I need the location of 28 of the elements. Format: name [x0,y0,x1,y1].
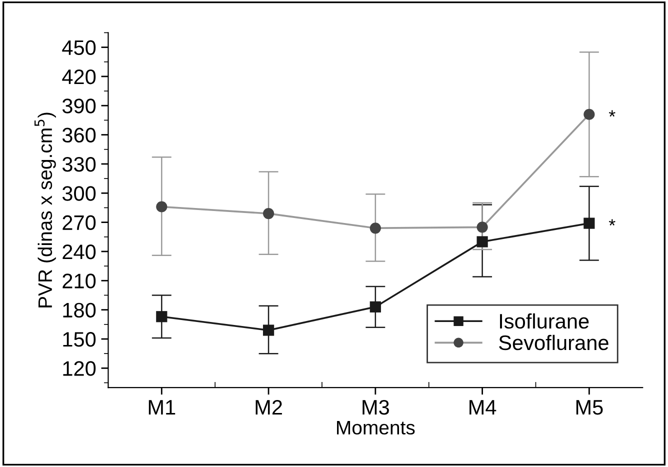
y-tick-label: 420 [62,69,96,84]
y-tick-label: 360 [62,128,96,143]
y-tick-label: 210 [62,274,96,288]
annotation: * [608,219,616,226]
y-tick-label: 390 [62,98,96,114]
y-tick-label: 300 [62,186,96,201]
point [370,301,381,312]
legend-label: Sevoflurane [499,334,608,350]
y-axis-title: PVR (dinas x seg.cm$^{5}$) [34,112,56,308]
y-tick-label: 240 [62,244,96,260]
y-tick-label: 330 [62,156,96,172]
point [476,236,488,248]
y-tick-label: 120 [63,361,96,376]
x-tick-label: M2 [256,400,282,415]
x-tick-label: M4 [470,400,496,415]
y-tick-label: 180 [63,302,96,318]
x-tick-label: M1 [148,400,176,415]
x-tick-label: M5 [576,400,603,415]
y-tick-label: 450 [62,40,96,56]
x-tick-label: M3 [362,400,389,415]
point [156,311,168,322]
x-axis-title: Moments [337,420,415,435]
point [584,218,595,229]
y-tick-label: 270 [62,215,96,230]
y-tick-label: 150 [63,332,96,347]
annotation: * [608,110,616,117]
point [262,324,274,336]
legend-label: Isoflurane [500,313,589,329]
